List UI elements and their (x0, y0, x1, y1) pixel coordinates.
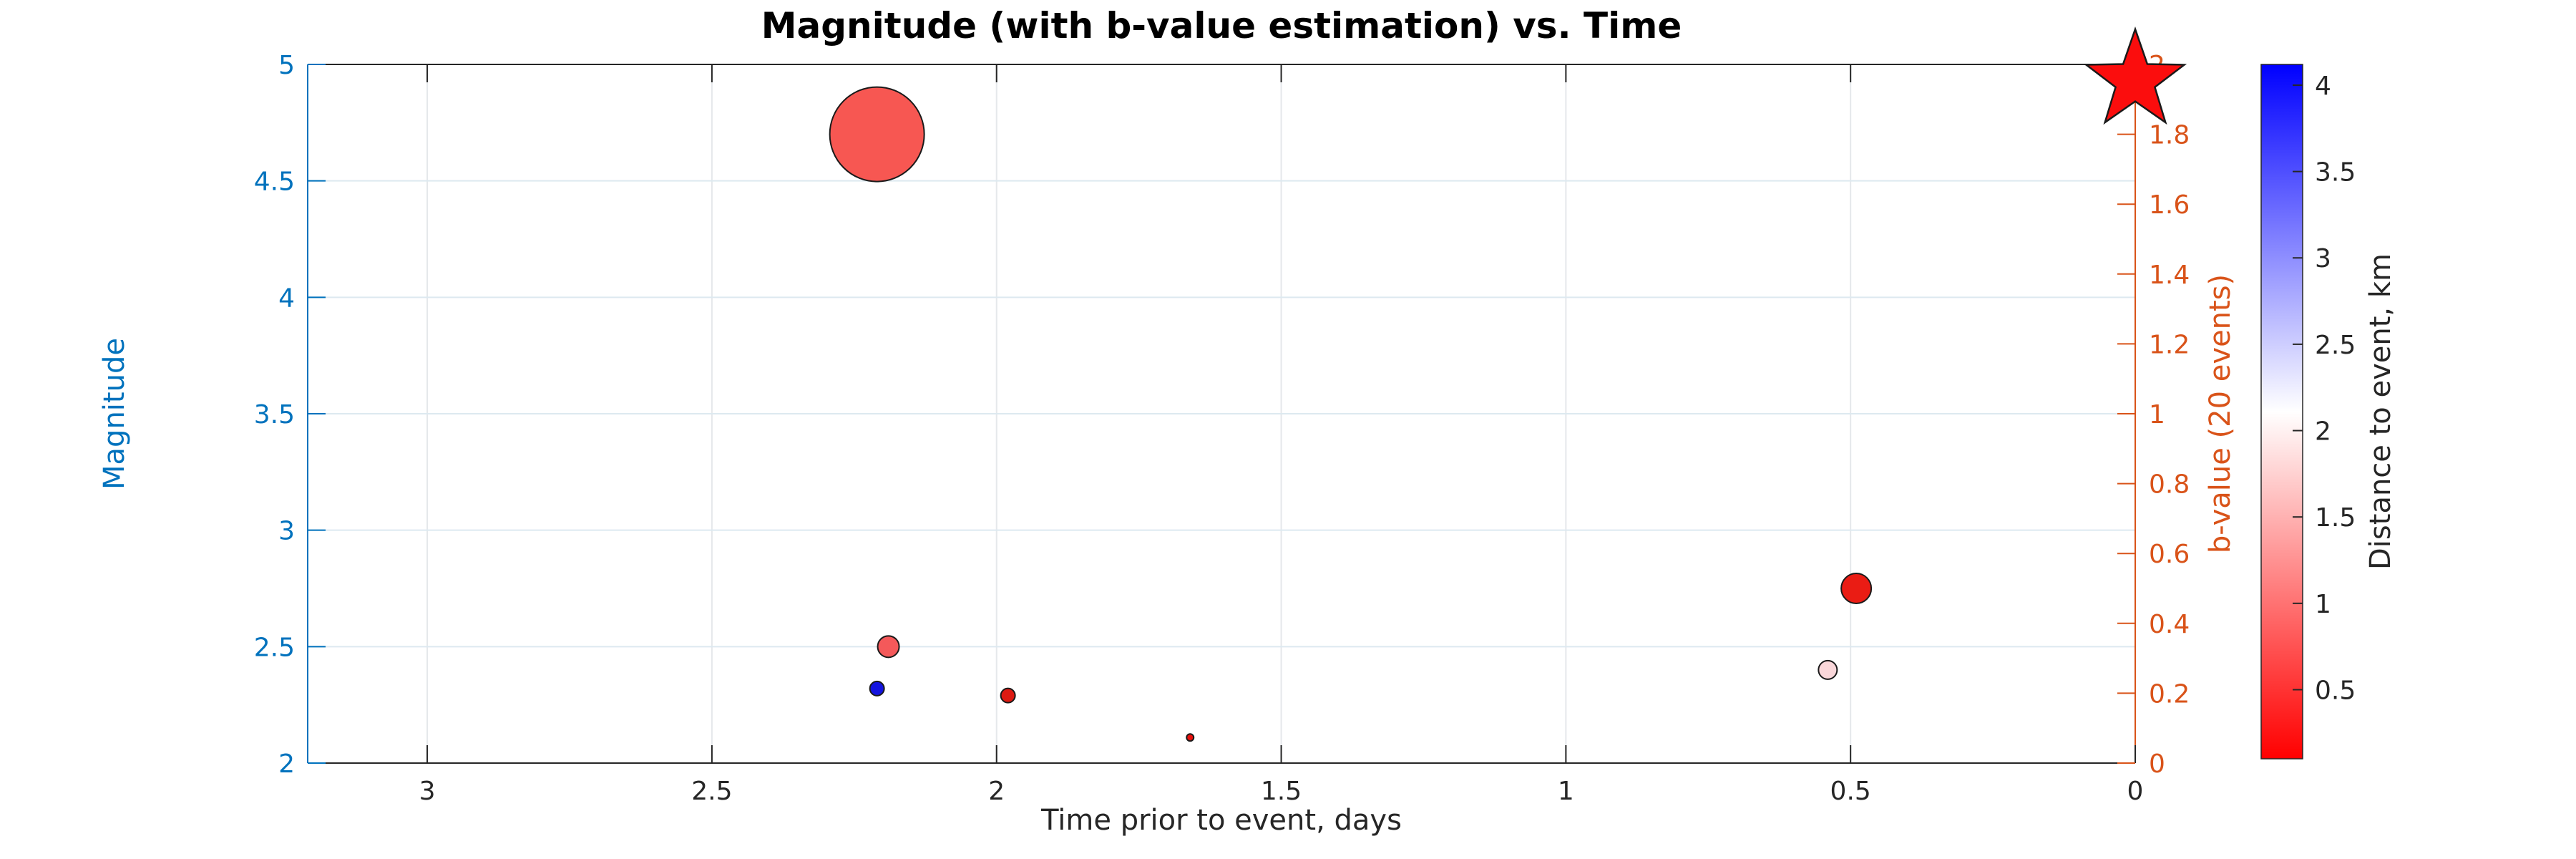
scatter-point (1186, 733, 1195, 742)
colorbar-tick-label: 3.5 (2315, 158, 2356, 188)
colorbar-gradient (2260, 64, 2303, 759)
x-tick-label: 2 (988, 777, 1005, 806)
right-y-tick-label: 1.8 (2149, 121, 2190, 150)
colorbar-tick-label: 2 (2315, 417, 2331, 447)
right-y-tick-label: 0.6 (2149, 540, 2190, 569)
left-y-tick-label: 2 (278, 749, 295, 779)
x-tick-label: 2.5 (691, 777, 732, 806)
scatter-point (1840, 573, 1873, 604)
colorbar-tick-label: 2.5 (2315, 331, 2356, 360)
right-y-tick-label: 1.4 (2149, 261, 2190, 290)
main-event-star (2083, 26, 2187, 125)
colorbar-tick-label: 0.5 (2315, 676, 2356, 705)
left-y-tick-label: 2.5 (254, 633, 295, 662)
colorbar-tick-label: 1.5 (2315, 503, 2356, 533)
left-y-tick-label: 4.5 (254, 168, 295, 197)
colorbar-tick-label: 1 (2315, 590, 2331, 619)
right-y-tick-label: 1.6 (2149, 190, 2190, 220)
colorbar-label: Distance to event, km (2364, 253, 2397, 570)
x-tick-label: 1.5 (1261, 777, 1302, 806)
colorbar-tick-label: 4 (2315, 72, 2331, 101)
right-y-tick-label: 1.2 (2149, 330, 2190, 359)
scatter-point (829, 86, 925, 183)
right-y-tick-label: 0.4 (2149, 610, 2190, 639)
scatter-point (877, 635, 900, 659)
chart-title: Magnitude (with b-value estimation) vs. … (761, 5, 1682, 47)
right-y-tick-label: 0.2 (2149, 679, 2190, 709)
scatter-point (1000, 687, 1016, 704)
x-tick-label: 0 (2127, 777, 2144, 806)
left-y-axis-label: Magnitude (98, 338, 131, 490)
right-y-axis-label: b-value (20 events) (2204, 273, 2237, 554)
left-y-tick-label: 3.5 (254, 400, 295, 430)
x-axis-label: Time prior to event, days (1041, 804, 1402, 837)
right-y-tick-label: 0 (2149, 749, 2165, 779)
right-y-tick-label: 1 (2149, 400, 2165, 430)
x-tick-label: 3 (419, 777, 436, 806)
scatter-point (1818, 659, 1838, 680)
x-tick-label: 1 (1558, 777, 1574, 806)
scatter-point (869, 680, 885, 697)
colorbar-tick-label: 3 (2315, 244, 2331, 273)
right-y-tick-label: 0.8 (2149, 470, 2190, 500)
left-y-tick-label: 3 (278, 517, 295, 546)
left-y-tick-label: 4 (278, 283, 295, 313)
left-y-tick-label: 5 (278, 51, 295, 80)
x-tick-label: 0.5 (1830, 777, 1871, 806)
